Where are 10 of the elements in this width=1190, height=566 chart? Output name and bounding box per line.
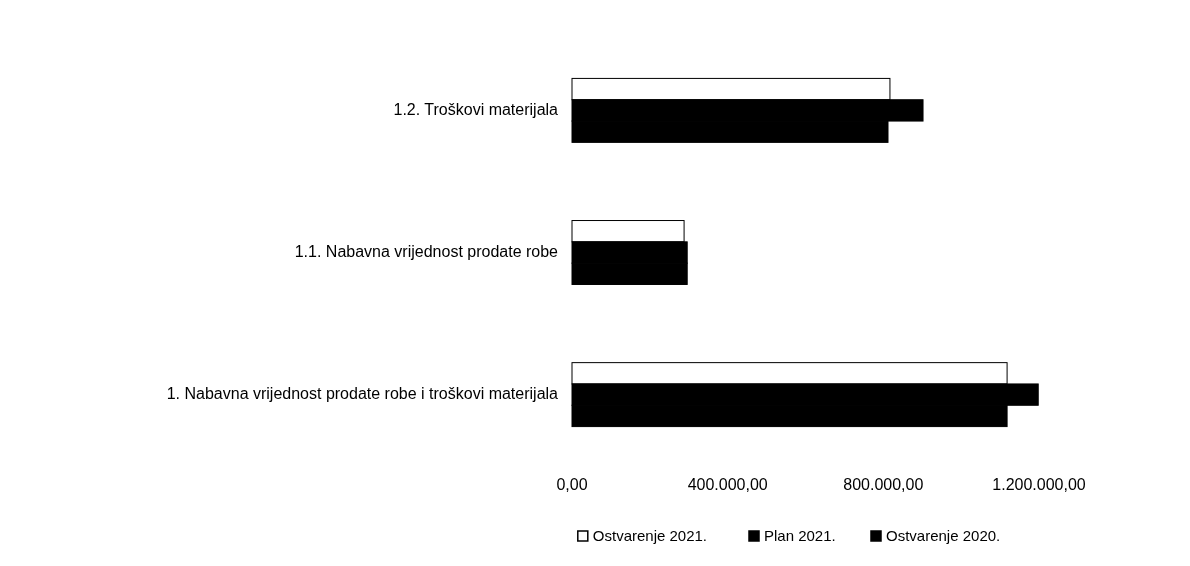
legend-label: Ostvarenje 2021. bbox=[592, 527, 708, 544]
legend-label: Plan 2021. bbox=[764, 527, 836, 544]
x-tick-label: 800.000,00 bbox=[843, 476, 924, 493]
x-tick-label: 400.000,00 bbox=[687, 476, 768, 493]
legend-label: Ostvarenje 2020. bbox=[886, 527, 1001, 544]
y-tick-label: 1.1. Nabavna vrijednost prodate robe bbox=[294, 242, 559, 260]
y-tick-label: 1. Nabavna vrijednost prodate robe i troškovi materijala bbox=[166, 384, 559, 402]
y-tick-label: 1.2. Troškovi materijala bbox=[393, 100, 559, 118]
x-tick-label: 0,00 bbox=[556, 476, 588, 493]
x-tick-label: 1.200.000,00 bbox=[992, 476, 1086, 493]
